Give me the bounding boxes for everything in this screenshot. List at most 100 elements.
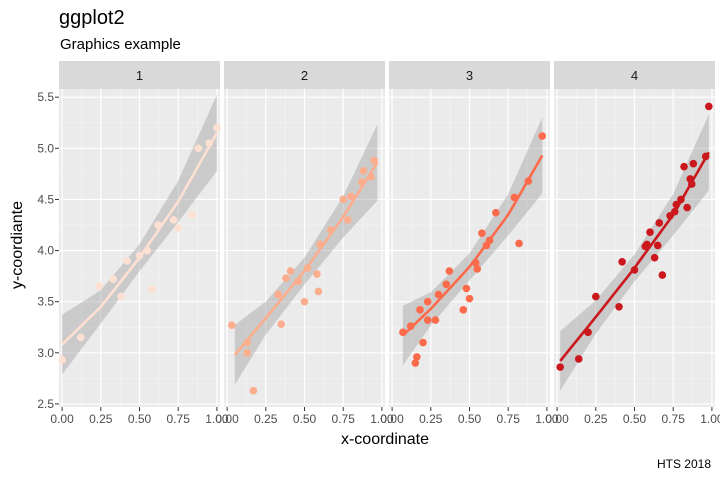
data-point (367, 173, 375, 181)
x-tick-label: 0.50 (623, 412, 647, 426)
data-point (274, 290, 282, 299)
data-point (431, 316, 440, 324)
facet-strip (224, 61, 385, 89)
data-point (510, 193, 519, 202)
confidence-band (62, 94, 217, 375)
data-point (677, 195, 685, 204)
confidence-band (402, 117, 543, 366)
facet-panel-3: 3 0.00 0.25 0.50 0.75 1.00 (380, 61, 559, 426)
data-point (357, 178, 366, 186)
data-point (406, 322, 415, 331)
x-tick-label: 0.00 (380, 412, 404, 426)
data-point (687, 180, 696, 188)
data-point (419, 338, 427, 347)
chart-subtitle: Graphics example (60, 36, 181, 53)
data-point (411, 359, 420, 367)
x-tick-label: 0.25 (584, 412, 608, 426)
x-tick-label: 0.50 (458, 412, 482, 426)
data-point (465, 294, 474, 303)
data-point (413, 353, 421, 361)
x-tick-label: 0.00 (50, 412, 74, 426)
data-point (249, 386, 258, 395)
data-point (117, 292, 125, 301)
data-point (194, 144, 203, 153)
y-tick-label: 5.0 (37, 141, 54, 155)
data-point (423, 316, 432, 324)
facet-panels: 2.5 3.0 3.5 4.0 4.5 5.0 5.5 1 0.00 0.25 0.50 0.75 1.… (37, 61, 720, 426)
data-point (227, 321, 236, 329)
data-point (680, 162, 688, 171)
y-axis-title: y-coordiante (9, 201, 26, 289)
data-point (672, 200, 681, 209)
data-point (339, 195, 348, 204)
data-point (670, 207, 679, 216)
x-tick-label: 0.75 (167, 412, 191, 426)
data-point (618, 258, 626, 266)
data-point (683, 203, 691, 212)
data-point (277, 320, 286, 328)
data-point (213, 124, 221, 132)
data-point (169, 216, 178, 224)
data-point (630, 266, 639, 274)
x-tick-label: 1.00 (370, 412, 394, 426)
data-point (243, 349, 252, 357)
facet-strip-label: 1 (136, 68, 143, 83)
data-point (650, 253, 659, 262)
data-point (615, 302, 623, 311)
data-point (135, 251, 144, 260)
facet-panel-2: 2 0.00 0.25 0.50 0.75 1.00 (215, 61, 394, 426)
data-point (556, 363, 564, 371)
data-point (643, 240, 651, 249)
data-point (109, 275, 117, 283)
data-point (303, 264, 312, 272)
chart-title: ggplot2 (59, 7, 125, 29)
data-point (243, 338, 252, 347)
data-point (515, 239, 523, 248)
x-tick-label: 1.00 (535, 412, 559, 426)
data-point (584, 328, 592, 337)
data-point (399, 328, 407, 337)
data-point (344, 216, 352, 224)
data-point (58, 356, 66, 364)
data-point (313, 270, 321, 278)
data-point (445, 267, 454, 275)
y-tick-label: 5.5 (37, 90, 54, 104)
data-point (459, 306, 468, 314)
data-point (154, 221, 162, 229)
facet-strip (389, 61, 550, 89)
data-point (701, 152, 710, 161)
data-point (653, 241, 662, 250)
facet-strip-label: 4 (631, 68, 638, 83)
data-point (478, 229, 486, 237)
data-point (95, 282, 104, 291)
data-point (143, 246, 152, 255)
x-tick-label: 0.75 (497, 412, 521, 426)
y-tick-label: 2.5 (37, 397, 54, 411)
data-point (205, 139, 213, 147)
facet-panel-4: 4 0.00 0.25 0.50 0.75 1.00 (545, 61, 720, 426)
facet-strip-label: 2 (301, 68, 308, 83)
data-point (646, 228, 654, 236)
data-point (282, 274, 290, 282)
y-tick-label: 4.5 (37, 192, 54, 206)
x-tick-label: 0.00 (545, 412, 569, 426)
data-point (462, 284, 471, 293)
data-point (423, 297, 432, 306)
facet-strip (59, 61, 220, 89)
caption: HTS 2018 (657, 457, 711, 471)
y-tick-label: 3.5 (37, 295, 54, 309)
data-point (123, 256, 131, 265)
data-point (314, 287, 323, 296)
data-point (705, 102, 713, 111)
data-point (300, 297, 309, 306)
data-point (286, 267, 295, 275)
data-point (416, 306, 424, 314)
x-tick-label: 0.25 (419, 412, 443, 426)
facet-strip (554, 61, 715, 89)
x-axis-title: x-coordinate (341, 431, 429, 448)
data-point (370, 156, 378, 165)
x-tick-label: 0.25 (89, 412, 113, 426)
confidence-band (560, 114, 709, 391)
data-point (658, 271, 667, 279)
